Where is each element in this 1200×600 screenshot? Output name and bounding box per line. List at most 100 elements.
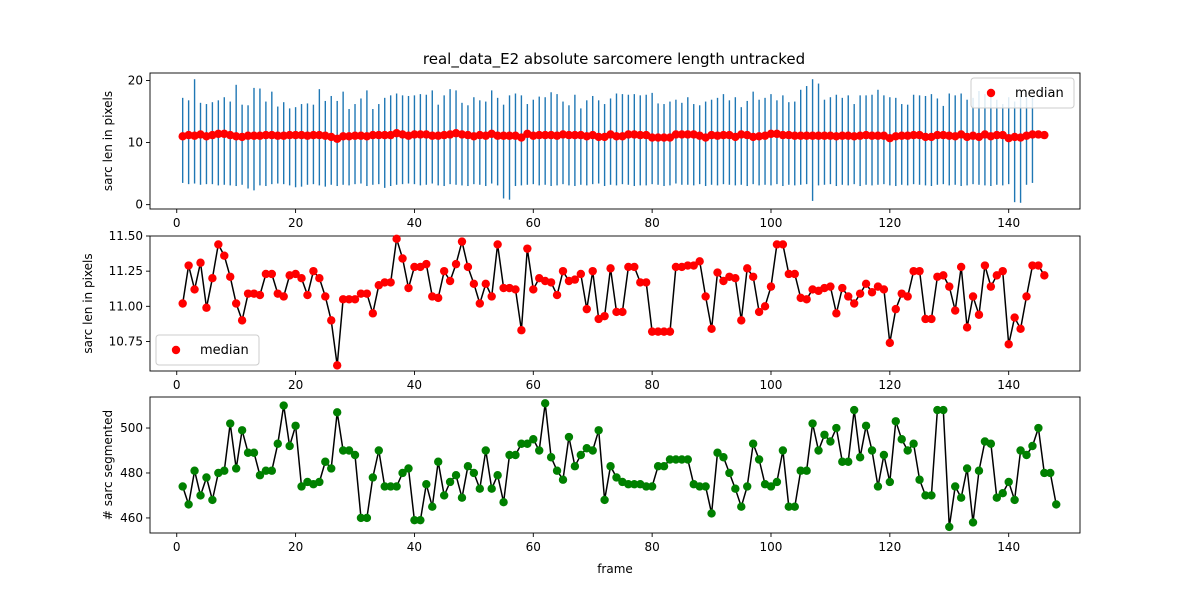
data-point (202, 303, 211, 312)
data-point (463, 462, 473, 471)
x-tick-label: 40 (407, 378, 422, 392)
data-point (267, 269, 277, 279)
x-tick-label: 140 (997, 540, 1020, 554)
data-point (814, 446, 823, 455)
data-point (1016, 446, 1025, 455)
data-point (594, 426, 603, 435)
median-point (921, 132, 930, 142)
median-point (820, 131, 829, 140)
data-point (897, 435, 906, 444)
median-point (338, 132, 348, 141)
data-point (535, 446, 544, 455)
data-point (873, 482, 883, 491)
legend-marker (171, 345, 181, 355)
data-point (796, 466, 805, 475)
median-point (719, 130, 728, 140)
data-point (653, 327, 663, 336)
data-point (986, 282, 996, 291)
legend-box (970, 77, 1075, 109)
data-point (659, 462, 669, 471)
median-point (808, 131, 817, 140)
x-tick-label: 0 (173, 378, 181, 392)
x-tick-label: 100 (760, 540, 783, 554)
y-axis-label: sarc len in pixels (101, 91, 115, 191)
data-point (1016, 324, 1025, 334)
data-point (362, 513, 372, 523)
data-point (570, 462, 580, 471)
median-point (309, 130, 318, 140)
data-point (588, 266, 597, 276)
data-point (445, 276, 455, 286)
data-point (1040, 468, 1049, 478)
x-tick-label: 140 (997, 378, 1020, 392)
data-point (915, 475, 924, 484)
x-tick-label: 120 (878, 378, 901, 392)
y-tick-label: 10.75 (109, 334, 143, 348)
data-point (695, 482, 704, 491)
median-point (350, 131, 360, 140)
data-point (451, 471, 461, 480)
data-point (743, 482, 752, 491)
data-point (784, 502, 794, 511)
data-point (683, 455, 692, 464)
data-point (297, 482, 306, 491)
data-point (641, 482, 651, 491)
data-point (689, 261, 698, 270)
data-point (766, 282, 776, 291)
data-point (725, 468, 734, 478)
x-tick-label: 40 (407, 540, 422, 554)
y-tick-label: 460 (120, 511, 143, 525)
median-point (499, 131, 508, 140)
data-point (1028, 441, 1037, 451)
data-point (802, 295, 811, 304)
data-point (760, 302, 770, 311)
y-axis-label: # sarc segmented (101, 410, 115, 520)
data-point (731, 484, 740, 493)
median-point (778, 130, 788, 140)
data-point (463, 262, 473, 272)
data-point (422, 259, 431, 269)
data-point (546, 278, 556, 287)
median-point (867, 131, 877, 140)
median-point (416, 130, 425, 139)
data-point (956, 262, 966, 272)
data-point (327, 316, 336, 325)
data-point (731, 273, 740, 283)
data-point (350, 295, 360, 304)
data-point (386, 482, 395, 491)
data-point (404, 464, 413, 473)
data-point (392, 482, 401, 491)
data-point (879, 450, 889, 460)
data-point (517, 326, 526, 335)
data-point (576, 450, 586, 460)
data-point (933, 405, 942, 415)
x-tick-label: 100 (760, 378, 783, 392)
data-point (1046, 468, 1055, 478)
median-point (683, 130, 692, 139)
data-point (838, 283, 847, 293)
data-point (243, 289, 253, 298)
data-point (231, 464, 241, 473)
median-point (564, 130, 574, 140)
data-point (374, 446, 383, 455)
data-point (665, 327, 675, 336)
median-point (653, 133, 663, 142)
data-point (903, 292, 912, 301)
data-point (624, 262, 633, 272)
median-point (802, 131, 811, 140)
x-tick-label: 100 (760, 216, 783, 230)
data-point (784, 269, 794, 279)
data-point (683, 261, 692, 270)
data-point (499, 498, 508, 507)
data-point (1040, 271, 1049, 280)
x-tick-label: 0 (173, 540, 181, 554)
data-point (849, 405, 859, 415)
data-point (754, 455, 764, 464)
data-point (612, 473, 621, 482)
data-point (350, 450, 360, 460)
data-point (885, 338, 895, 348)
axes-frame (149, 72, 1081, 210)
data-point (184, 500, 193, 509)
data-point (879, 285, 889, 294)
data-point (481, 446, 490, 455)
